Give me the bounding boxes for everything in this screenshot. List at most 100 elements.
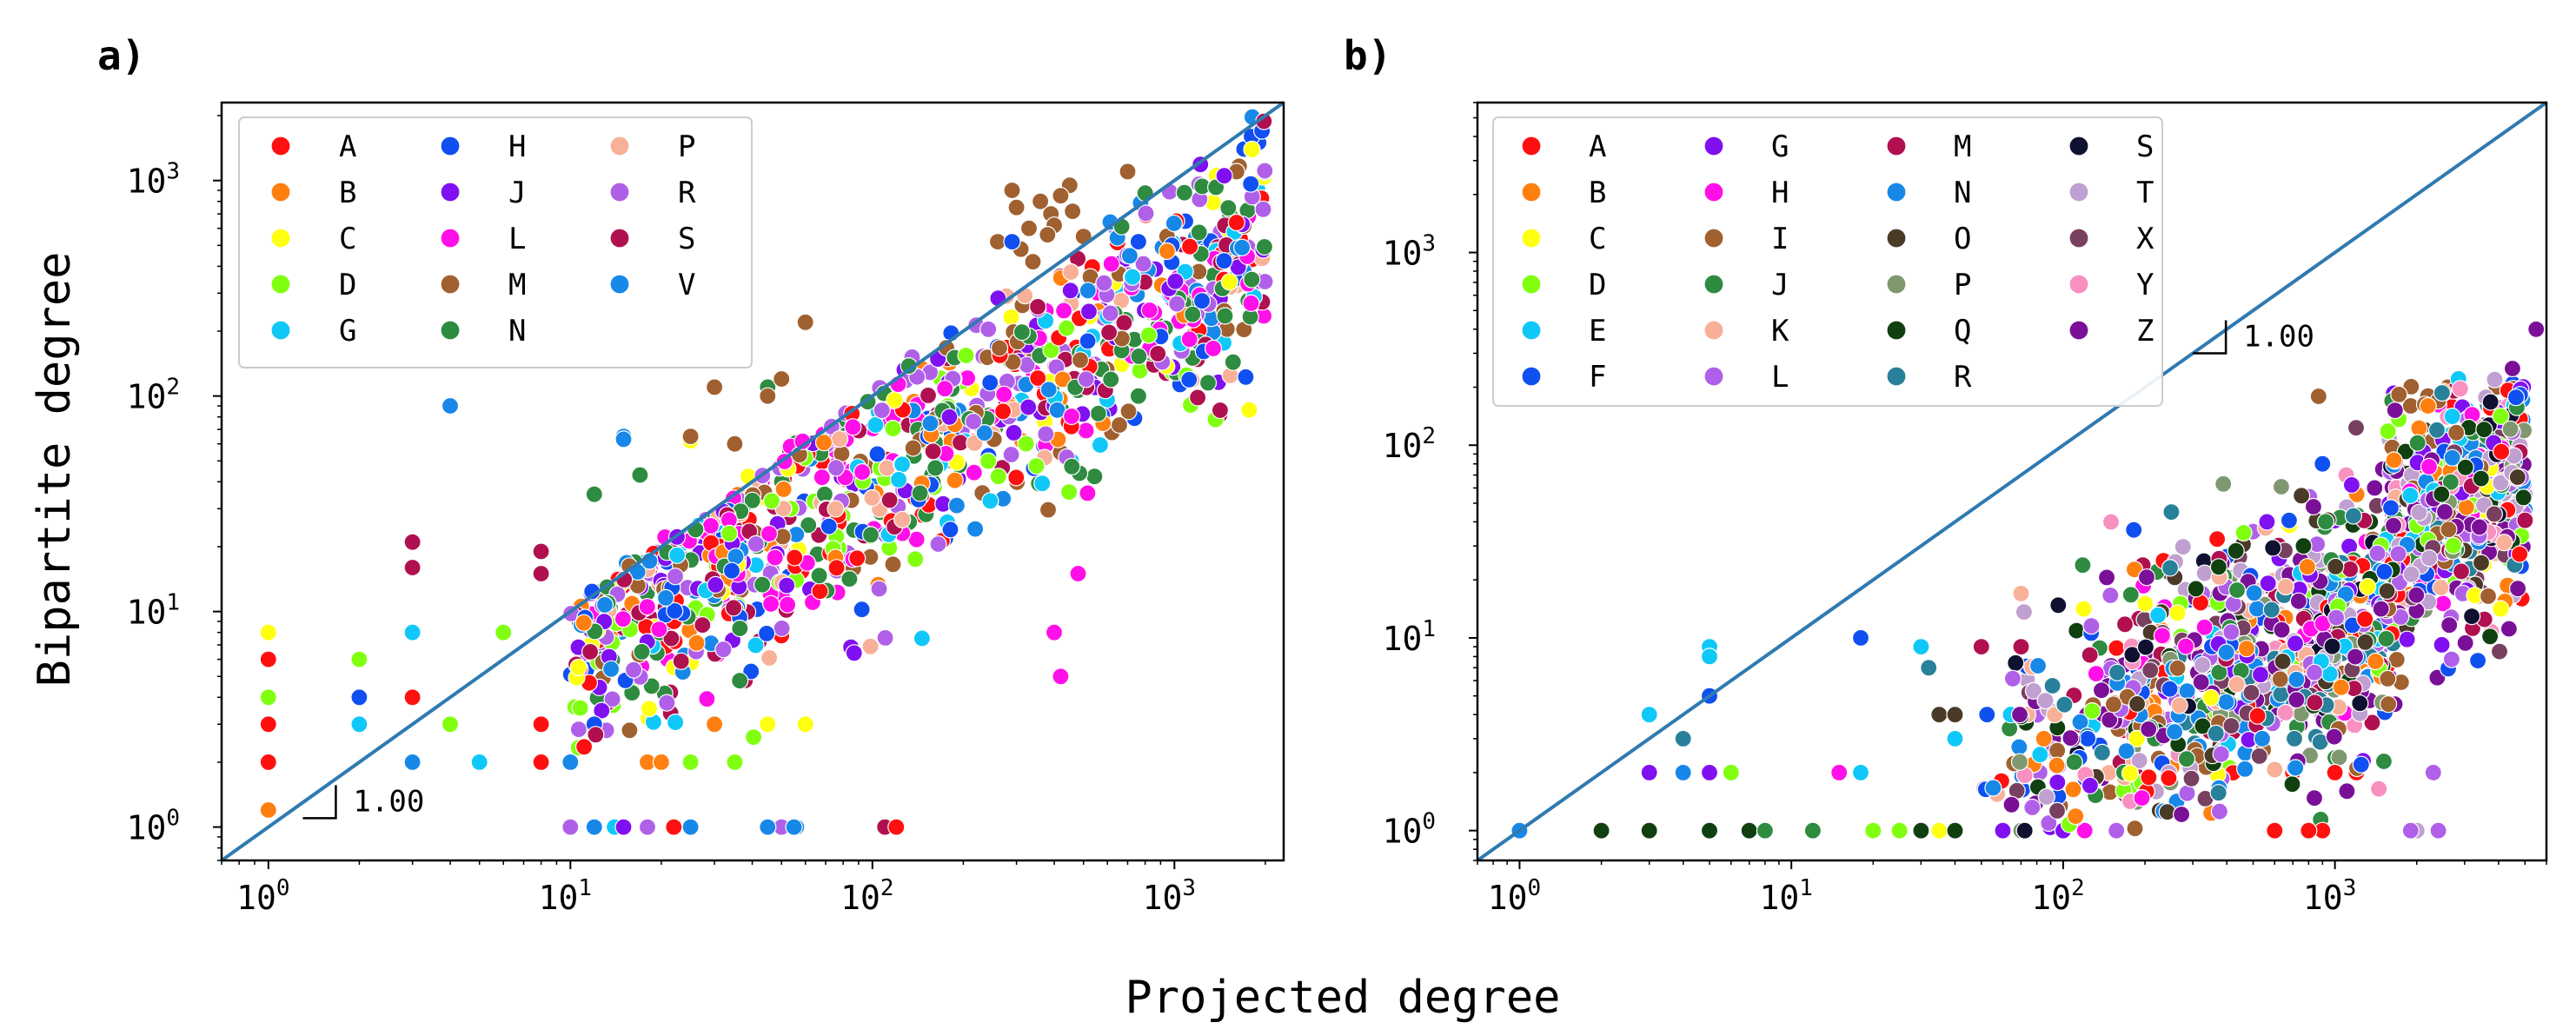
panel-a-diagonal-line	[220, 101, 1285, 862]
point-M	[990, 339, 1009, 357]
point-R	[2262, 601, 2281, 619]
point-A	[2208, 530, 2227, 548]
point-M	[1039, 501, 1058, 519]
point-H	[820, 517, 838, 535]
point-J	[2074, 556, 2092, 574]
point-M	[621, 721, 639, 740]
y-axis-label: Bipartite degree	[29, 252, 81, 687]
point-Z	[2384, 516, 2403, 535]
point-Z	[2137, 568, 2156, 587]
point-N	[2010, 738, 2028, 756]
point-B	[687, 634, 706, 652]
point-J	[2377, 629, 2395, 648]
point-S	[403, 533, 422, 551]
point-C	[2128, 729, 2146, 748]
point-N	[2071, 713, 2089, 731]
point-P	[1062, 262, 1080, 282]
point-L	[614, 610, 633, 628]
slope-label: 1.00	[353, 784, 424, 819]
point-Z	[2325, 727, 2343, 746]
point-B	[2064, 780, 2082, 799]
legend-label-S: S	[678, 222, 695, 256]
point-N	[1255, 237, 1274, 256]
point-Y	[2101, 513, 2121, 531]
point-O	[2472, 554, 2491, 572]
point-R	[929, 535, 947, 554]
point-K	[2227, 675, 2246, 694]
point-Z	[2287, 690, 2306, 709]
point-S	[672, 652, 690, 670]
point-V	[1079, 282, 1097, 300]
point-M	[1007, 198, 1026, 216]
point-C	[2359, 577, 2377, 596]
point-N	[1224, 353, 1242, 371]
point-H	[666, 601, 684, 621]
point-E	[2401, 486, 2420, 505]
panel-b-ticks: 100 101 102 103 100 101 102 103	[1383, 102, 2547, 917]
point-F	[2125, 521, 2143, 539]
panel-b-letter: b)	[1344, 32, 1391, 79]
point-G	[1640, 763, 1658, 782]
legend-label-C: C	[339, 222, 356, 256]
point-G	[1700, 763, 1719, 782]
point-R	[1137, 204, 1155, 222]
point-J	[1756, 821, 1775, 840]
point-N	[753, 575, 772, 594]
legend-label-V: V	[678, 268, 695, 302]
point-D	[2083, 701, 2101, 721]
point-N	[2117, 741, 2135, 760]
point-Q	[1946, 821, 1964, 840]
x-tick-label: 103	[1143, 875, 1196, 917]
point-C	[796, 715, 814, 734]
point-P	[2272, 477, 2290, 496]
point-C	[2121, 764, 2140, 782]
panel-b-points	[1510, 320, 2546, 840]
legend-marker-T	[2068, 182, 2089, 203]
point-Z	[2289, 592, 2307, 610]
point-B	[2332, 678, 2350, 696]
point-L	[2108, 821, 2126, 840]
point-D	[1027, 456, 1046, 475]
legend-label-M: M	[508, 268, 526, 302]
point-N	[1216, 307, 1234, 325]
point-Z	[2527, 320, 2546, 338]
point-G	[2048, 773, 2067, 792]
point-L	[1079, 484, 1097, 502]
legend-marker-L	[440, 228, 461, 249]
point-Z	[2098, 568, 2116, 587]
point-D	[720, 524, 739, 542]
point-R	[827, 459, 846, 477]
legend-marker-D	[1521, 274, 1542, 295]
point-E	[1640, 706, 1658, 724]
panel-a-ticks: 100 101 102 103 100 101 102 103	[127, 115, 1266, 917]
point-G	[2286, 634, 2305, 653]
point-S	[587, 726, 605, 744]
point-M	[1052, 187, 1070, 205]
legend-label-H: H	[508, 130, 526, 164]
point-M	[1003, 181, 1021, 200]
point-P	[2214, 475, 2233, 493]
point-M	[1031, 192, 1050, 210]
point-D	[726, 753, 744, 772]
point-I	[2380, 695, 2398, 714]
point-S	[2007, 654, 2025, 672]
point-N	[1089, 404, 1107, 422]
point-J	[1005, 423, 1023, 442]
point-I	[2104, 695, 2122, 714]
point-S	[2323, 637, 2341, 655]
legend-marker-P	[1886, 274, 1907, 295]
point-P	[863, 488, 881, 508]
point-Q	[2068, 621, 2086, 640]
slope-triangle	[302, 785, 337, 820]
point-R	[1168, 295, 1186, 313]
point-M	[2306, 694, 2324, 712]
point-H	[1242, 175, 1260, 193]
point-N	[1190, 223, 1208, 242]
point-D	[259, 688, 277, 707]
point-T	[2036, 691, 2055, 710]
point-M	[2012, 637, 2030, 656]
point-V	[614, 430, 633, 448]
point-A	[2511, 545, 2529, 563]
point-J	[1079, 302, 1099, 321]
point-R	[2433, 383, 2451, 402]
